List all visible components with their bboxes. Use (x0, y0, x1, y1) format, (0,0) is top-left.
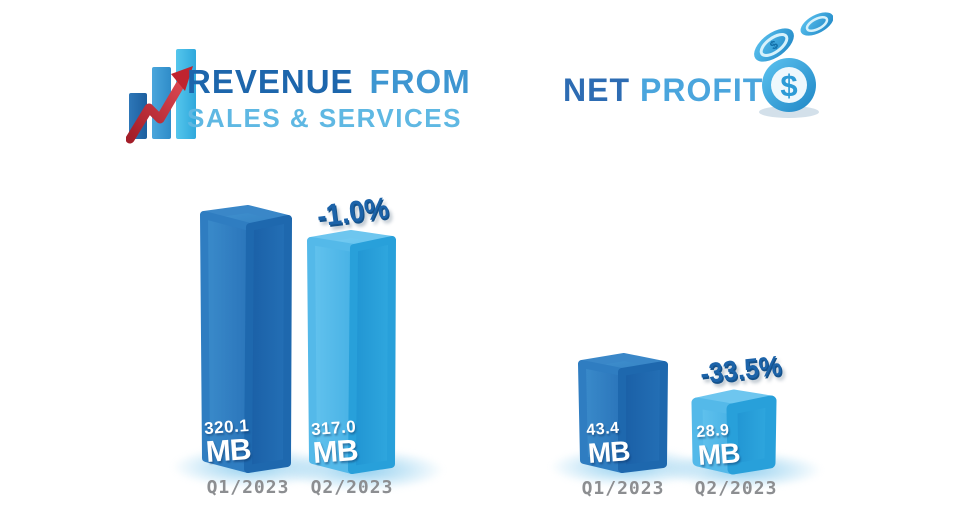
net-profit-word1: NET (563, 72, 630, 108)
category-label-profit-q1: Q1/2023 (581, 478, 665, 499)
revenue-title-word2: FROM (369, 63, 471, 100)
bar-revenue-q2: 317.0 MB (307, 229, 396, 476)
category-label-revenue-q2: Q2/2023 (310, 477, 394, 498)
value-label-revenue-q1: 320.1 MB (204, 416, 252, 469)
revenue-subtitle: SALES & SERVICES (187, 103, 462, 134)
value-unit: MB (204, 432, 252, 469)
bar-revenue-q1: 320.1 MB (200, 205, 292, 475)
revenue-title-block: REVENUE FROM SALES & SERVICES (187, 63, 471, 134)
profit-change-label: -33.5% (698, 349, 784, 390)
bar-profit-q1: 43.4 MB (578, 352, 668, 475)
front-coin: $ (762, 58, 816, 112)
value-label-profit-q1: 43.4 MB (586, 420, 631, 469)
category-label-revenue-q1: Q1/2023 (206, 477, 290, 498)
revenue-change-label: -1.0% (315, 191, 391, 234)
dollar-glyph-large: $ (780, 68, 797, 103)
bar-chart-growth-arrow-icon (126, 49, 196, 144)
dollar-coins-icon: $ $ (754, 12, 833, 118)
value-label-revenue-q2: 317.0 MB (311, 417, 359, 470)
value-unit: MB (311, 433, 359, 470)
net-profit-title: NET PROFIT (563, 72, 763, 109)
tilted-coin-medium: $ (754, 28, 794, 62)
revenue-title: REVENUE FROM (187, 63, 471, 100)
tilted-coin-small (800, 12, 833, 36)
bar-profit-q2: 28.9 MB (690, 387, 778, 477)
value-unit: MB (696, 437, 741, 471)
value-unit: MB (586, 435, 631, 469)
revenue-title-word1: REVENUE (187, 63, 354, 100)
category-label-profit-q2: Q2/2023 (694, 478, 778, 499)
value-label-profit-q2: 28.9 MB (696, 422, 741, 471)
net-profit-word2: PROFIT (640, 72, 764, 108)
growth-arrow-line (126, 80, 185, 144)
growth-arrow-head (171, 66, 193, 91)
